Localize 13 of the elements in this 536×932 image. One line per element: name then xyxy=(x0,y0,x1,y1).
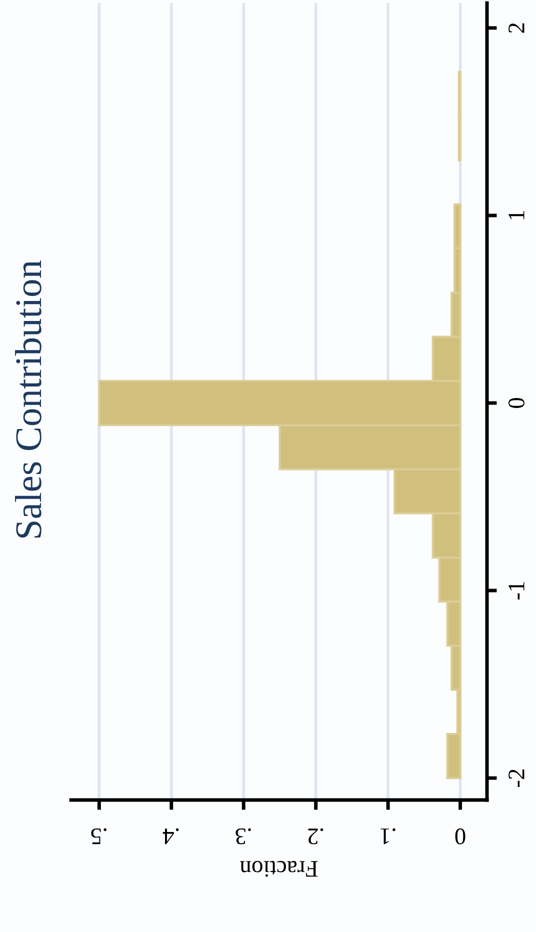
text: Sales Contribution xyxy=(14,260,42,538)
y-tick-label: 2 xyxy=(508,23,524,33)
y-tick-label: -2 xyxy=(508,770,524,788)
y-tick-label: 0 xyxy=(508,398,524,408)
x-tick-label: .5 xyxy=(91,828,106,844)
x-tick-label: .1 xyxy=(380,828,396,844)
x-tick-label: 0 xyxy=(455,828,466,844)
x-tick-label: .2 xyxy=(308,828,324,844)
x-axis-title: Fraction xyxy=(240,860,318,877)
y-tick-label: -1 xyxy=(508,582,524,600)
y-tick-label: 1 xyxy=(508,210,524,220)
x-tick-label: .4 xyxy=(162,828,179,844)
x-tick-label: .3 xyxy=(236,828,251,844)
